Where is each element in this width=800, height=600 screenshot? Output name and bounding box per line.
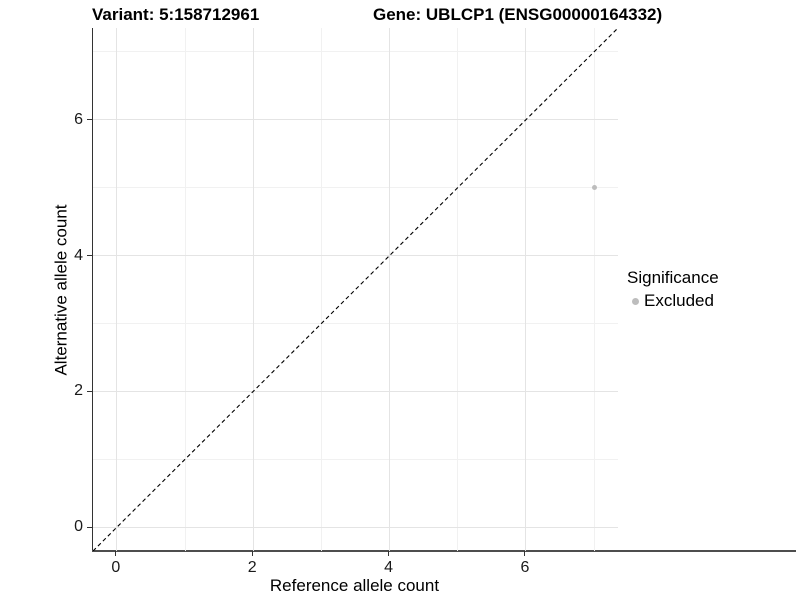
gridline-y-minor [93,458,618,460]
plot-panel [92,28,618,551]
gridline-x-minor [457,28,459,551]
y-tick-label: 2 [74,382,83,400]
x-tick-label: 6 [520,559,530,576]
gridline-y-major [93,119,618,121]
x-axis-title: Reference allele count [269,576,440,595]
legend-title: Significance [627,268,719,287]
y-tick-label: 4 [74,246,83,264]
legend: Significance Excluded [627,268,719,311]
y-tick-label: 6 [74,110,83,128]
plot-title-variant: Variant: 5:158712961 [92,5,260,24]
x-axis-tick [524,551,526,556]
x-tick-label: 4 [384,559,394,576]
x-axis-tick [115,551,117,556]
y-axis-tick [87,390,92,392]
x-tick-label: 2 [247,559,257,576]
gridline-y-minor [93,51,618,53]
y-axis-tick [87,255,92,257]
identity-line-layer [93,28,618,551]
gridline-y-major [93,526,618,528]
gridline-x-minor [593,28,595,551]
y-axis-tick [87,119,92,121]
gridline-y-major [93,255,618,257]
x-axis-line [92,550,796,552]
gridline-y-major [93,390,618,392]
x-axis-tick [251,551,253,556]
gridline-x-major [116,28,118,551]
gridline-x-minor [320,28,322,551]
gridline-x-major [525,28,527,551]
legend-item-label: Excluded [644,291,714,310]
data-point [591,185,597,191]
plot-title-gene: Gene: UBLCP1 (ENSG00000164332) [373,5,663,24]
y-axis-title: Alternative allele count [51,204,71,376]
legend-point-icon [632,297,639,305]
y-tick-label: 0 [74,518,83,536]
x-tick-label: 0 [111,559,121,576]
gridline-x-minor [184,28,186,551]
legend-item-excluded: Excluded [627,291,719,311]
gridline-y-minor [93,187,618,189]
identity-dashed-line [93,28,618,551]
x-axis-tick [388,551,390,556]
gridline-y-minor [93,322,618,324]
gridline-x-major [389,28,391,551]
gridline-x-major [252,28,254,551]
y-axis-tick [87,526,92,528]
